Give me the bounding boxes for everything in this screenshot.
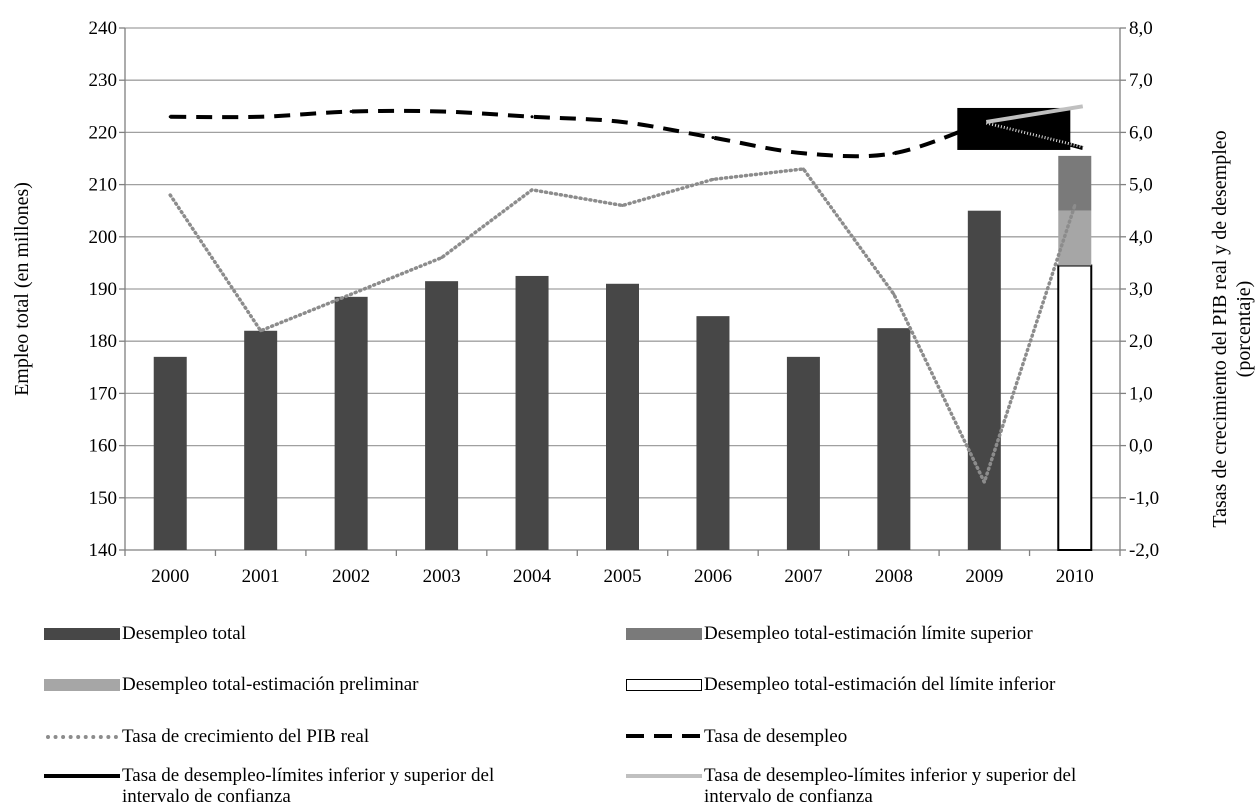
- gdp-growth-point: [892, 292, 896, 296]
- gdp-growth-point: [711, 177, 715, 181]
- right-tick-label: 7,0: [1129, 70, 1153, 91]
- bar: [877, 328, 911, 550]
- gdp-growth-point: [530, 188, 534, 192]
- bar: [515, 275, 549, 550]
- unemployment-rate-point: [711, 136, 715, 140]
- legend-swatch: [626, 674, 702, 695]
- unemployment-rate-point: [621, 120, 624, 124]
- x-tick-label: 2001: [242, 566, 280, 587]
- legend-label: Tasa de desempleo-límites inferior y sup…: [122, 765, 495, 807]
- gdp-growth-point: [259, 329, 263, 333]
- gdp-growth-point: [982, 480, 986, 484]
- legend-label: Tasa de desempleo-límites inferior y sup…: [704, 765, 1077, 807]
- right-tick-label: 4,0: [1129, 227, 1153, 248]
- right-tick-label: 1,0: [1129, 383, 1153, 404]
- legend-item-tasa-desempleo: Tasa de desempleo: [626, 726, 847, 747]
- x-tick-label: 2003: [423, 566, 461, 587]
- legend-item-pib: Tasa de crecimiento del PIB real: [44, 726, 369, 747]
- left-tick-label: 180: [89, 331, 118, 352]
- unemployment-rate-point: [440, 110, 444, 114]
- bar: [334, 296, 368, 550]
- legend-item-intervalo-gris: Tasa de desempleo-límites inferior y sup…: [626, 765, 1076, 807]
- confidence-interval-lower-line: [985, 120, 1084, 150]
- x-tick-label: 2000: [151, 566, 189, 587]
- legend-label: Desempleo total-estimación del límite in…: [704, 674, 1056, 695]
- unemployment-rate-point: [349, 110, 353, 114]
- right-tick-label: 0,0: [1129, 436, 1153, 457]
- legend-label: Desempleo total-estimación límite superi…: [704, 623, 1033, 644]
- x-tick-label: 2010: [1056, 566, 1094, 587]
- legend-label: Tasa de desempleo: [704, 726, 848, 747]
- right-tick-label: 8,0: [1129, 18, 1153, 39]
- legend-item-limite-inferior: Desempleo total-estimación del límite in…: [626, 674, 1055, 695]
- left-tick-label: 160: [89, 436, 118, 457]
- legend-item-estimacion-preliminar: Desempleo total-estimación preliminar: [44, 674, 419, 695]
- left-tick-label: 200: [89, 227, 118, 248]
- unemployment-rate-point: [530, 115, 534, 119]
- right-tick-label: 2,0: [1129, 331, 1153, 352]
- unemployment-rate-point: [259, 115, 263, 119]
- x-tick-label: 2005: [604, 566, 642, 587]
- x-tick-label: 2002: [332, 566, 370, 587]
- right-tick-label: 5,0: [1129, 175, 1153, 196]
- legend-swatch: [626, 765, 702, 786]
- left-axis-title: Empleo total (en millones): [11, 182, 33, 396]
- gdp-growth-point: [801, 167, 805, 171]
- right-tick-label: 6,0: [1129, 122, 1153, 143]
- legend-label: Desempleo total: [122, 623, 246, 644]
- confidence-interval-upper-line: [985, 104, 1084, 124]
- bar: [786, 356, 820, 550]
- bar: [967, 210, 1001, 550]
- unemployment-rate-point: [892, 151, 896, 155]
- bar: [244, 330, 278, 550]
- legend-item-desempleo-total: Desempleo total: [44, 623, 246, 644]
- right-tick-label: -2,0: [1129, 540, 1159, 561]
- left-tick-label: 240: [89, 18, 118, 39]
- legend-label: Tasa de crecimiento del PIB real: [122, 726, 370, 747]
- legend-swatch: [44, 765, 120, 786]
- unemployment-rate-point: [168, 115, 172, 119]
- x-tick-label: 2009: [965, 566, 1003, 587]
- bar: [696, 316, 730, 550]
- legend-item-intervalo-negro: Tasa de desempleo-límites inferior y sup…: [44, 765, 494, 807]
- x-tick-label: 2006: [694, 566, 732, 587]
- gdp-growth-point: [349, 292, 353, 296]
- legend-item-limite-superior: Desempleo total-estimación límite superi…: [626, 623, 1033, 644]
- legend-label: Desempleo total-estimación preliminar: [122, 674, 419, 695]
- left-tick-label: 210: [89, 175, 118, 196]
- bar-segment-preliminary: [1058, 210, 1092, 266]
- legend-swatch: [626, 726, 702, 747]
- legend-swatch: [44, 726, 120, 747]
- bar: [606, 283, 639, 550]
- right-axis-title: Tasas de crecimiento del PIB real y de d…: [1209, 130, 1231, 527]
- gdp-growth-point: [168, 193, 172, 197]
- left-tick-label: 150: [89, 488, 118, 509]
- right-tick-label: -1,0: [1129, 488, 1159, 509]
- left-tick-label: 140: [89, 540, 118, 561]
- left-tick-label: 220: [89, 122, 118, 143]
- left-tick-label: 170: [89, 383, 118, 404]
- bar-segment-upper-bound: [1058, 155, 1092, 211]
- gdp-growth-point: [440, 256, 444, 260]
- unemployment-rate-point: [801, 151, 805, 155]
- left-tick-label: 230: [89, 70, 118, 91]
- gdp-growth-point: [1073, 203, 1077, 207]
- gdp-growth-line: [168, 167, 1077, 487]
- x-tick-label: 2008: [875, 566, 913, 587]
- bar: [425, 281, 459, 550]
- unemployment-rate-line: [170, 108, 985, 159]
- legend-swatch: [44, 674, 120, 695]
- right-axis-title-line2: (porcentaje): [1233, 281, 1255, 378]
- chart-area: 140 150 160 170 180 190 200 210 220 230 240 -2,0 -1,…: [11, 18, 1255, 587]
- legend-swatch: [626, 623, 702, 644]
- x-tick-label: 2004: [513, 566, 552, 587]
- right-tick-label: 3,0: [1129, 279, 1153, 300]
- bar-segment-lower-bound: [1057, 264, 1093, 551]
- gdp-growth-point: [621, 203, 624, 207]
- bar: [153, 356, 187, 550]
- legend-swatch: [44, 623, 120, 644]
- left-tick-label: 190: [89, 279, 118, 300]
- x-tick-label: 2007: [784, 566, 822, 587]
